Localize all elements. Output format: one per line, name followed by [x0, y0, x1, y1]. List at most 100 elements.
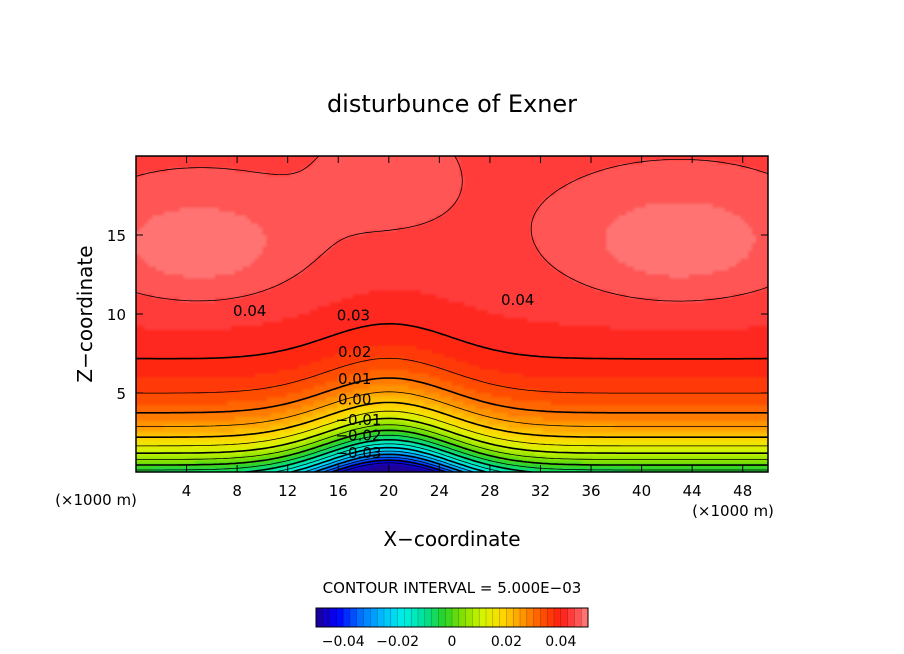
- plot-area: [136, 156, 768, 472]
- contour-line: [136, 323, 768, 360]
- colorbar-tick-label: 0: [448, 634, 457, 650]
- colorbar-swatch: [376, 607, 385, 628]
- colorbar-tick-label: 0.02: [491, 634, 522, 650]
- contour-label: 0.04: [233, 302, 266, 320]
- contour-line: [136, 377, 768, 414]
- colorbar-swatch: [370, 607, 378, 628]
- colorbar-frame: [315, 607, 589, 628]
- x-axis-label: X−coordinate: [383, 527, 520, 551]
- x-unit-right: (×1000 m): [692, 502, 774, 520]
- colorbar-swatch: [574, 607, 582, 628]
- colorbar-swatch: [397, 607, 405, 628]
- x-tick-label: 16: [329, 482, 348, 500]
- chart-title: disturbunce of Exner: [327, 90, 577, 118]
- colorbar-swatch: [526, 607, 535, 628]
- y-tick-label: 10: [107, 306, 126, 324]
- colorbar-swatch: [342, 607, 351, 628]
- colorbar-swatch: [390, 607, 399, 628]
- colorbar-ticks: −0.04 −0.02 0 0.02 0.04: [322, 634, 577, 650]
- x-tick-label: 28: [480, 482, 499, 500]
- contour-interval-text: CONTOUR INTERVAL = 5.000E−03: [323, 579, 582, 597]
- colorbar-swatch: [560, 607, 569, 628]
- x-unit-left: (×1000 m): [55, 491, 137, 509]
- contour-line: [136, 434, 768, 471]
- colorbar-swatch: [478, 607, 487, 628]
- contour-label: −0.01: [335, 411, 381, 429]
- colorbar-swatch: [329, 607, 337, 628]
- colorbar-swatch: [519, 607, 528, 628]
- colorbar-swatch: [506, 607, 514, 628]
- contour-line: [274, 443, 503, 472]
- x-axis-ticks: 4 8 12 16 20 24 28 32 36 40 44 48: [182, 156, 752, 500]
- colorbar-swatch: [546, 607, 555, 628]
- x-tick-label: 40: [632, 482, 651, 500]
- y-axis-label: Z−coordinate: [73, 245, 97, 382]
- x-tick-label: 20: [379, 482, 398, 500]
- colorbar-swatch: [417, 607, 426, 628]
- contour-line: [136, 429, 768, 466]
- colorbar-swatch: [499, 607, 507, 628]
- contour-line: [136, 156, 768, 302]
- colorbar: [315, 607, 589, 628]
- contour-line: [136, 401, 768, 438]
- contour-line: [136, 391, 768, 427]
- colorbar-swatch: [356, 607, 365, 628]
- colorbar-swatch: [472, 607, 480, 628]
- colorbar-swatch: [567, 607, 575, 628]
- colorbar-swatch: [349, 607, 358, 628]
- colorbar-tick-label: −0.04: [322, 634, 365, 650]
- colorbar-swatch: [383, 607, 392, 628]
- colorbar-swatch: [424, 607, 433, 628]
- colorbar-swatch: [540, 607, 548, 628]
- x-tick-label: 4: [182, 482, 192, 500]
- contour-label: 0.03: [337, 307, 370, 325]
- colorbar-swatch: [533, 607, 541, 628]
- colorbar-swatch: [410, 607, 419, 628]
- contour-label: −0.03: [335, 444, 381, 462]
- contour-label: 0.01: [338, 370, 371, 388]
- colorbar-swatch: [492, 607, 501, 628]
- colorbar-swatch: [431, 607, 439, 628]
- y-axis-ticks: 5 10 15: [107, 227, 768, 403]
- colorbar-swatch: [485, 607, 494, 628]
- colorbar-swatch: [315, 607, 324, 628]
- contour-label: −0.02: [335, 427, 381, 445]
- contour-line: [245, 439, 533, 472]
- colorbar-swatch: [322, 607, 331, 628]
- contour-label: 0.02: [338, 343, 371, 361]
- x-tick-label: 8: [232, 482, 242, 500]
- colorbar-swatch: [465, 607, 473, 628]
- colorbar-swatch: [458, 607, 467, 628]
- x-tick-label: 36: [581, 482, 600, 500]
- x-tick-label: 44: [683, 482, 702, 500]
- colorbar-swatch: [363, 607, 371, 628]
- contour-lines: [136, 156, 768, 472]
- contour-label: 0.00: [338, 390, 371, 408]
- contour-labels: 0.04 0.04 0.03 0.02 0.01 0.00 −0.01−0.02−0.03: [233, 291, 534, 462]
- x-tick-label: 24: [430, 482, 449, 500]
- x-tick-label: 32: [531, 482, 550, 500]
- colorbar-swatch: [451, 607, 460, 628]
- contour-fill: [136, 156, 768, 472]
- contour-line: [314, 453, 464, 472]
- colorbar-swatch: [444, 607, 453, 628]
- y-tick-label: 5: [116, 385, 126, 403]
- colorbar-swatch: [553, 607, 562, 628]
- colorbar-tick-label: −0.02: [376, 634, 419, 650]
- colorbar-swatch: [512, 607, 521, 628]
- contour-line: [136, 417, 768, 454]
- colorbar-swatch: [404, 607, 412, 628]
- colorbar-swatch: [580, 607, 589, 628]
- contour-line: [291, 446, 487, 472]
- colorbar-swatch: [336, 607, 344, 628]
- contour-line: [136, 410, 768, 447]
- y-tick-label: 15: [107, 227, 126, 245]
- colorbar-swatch: [438, 607, 446, 628]
- colorbar-tick-label: 0.04: [545, 634, 576, 650]
- x-tick-label: 48: [733, 482, 752, 500]
- x-tick-label: 12: [278, 482, 297, 500]
- contour-line: [303, 450, 474, 472]
- contour-line: [136, 357, 768, 394]
- contour-line: [136, 424, 768, 460]
